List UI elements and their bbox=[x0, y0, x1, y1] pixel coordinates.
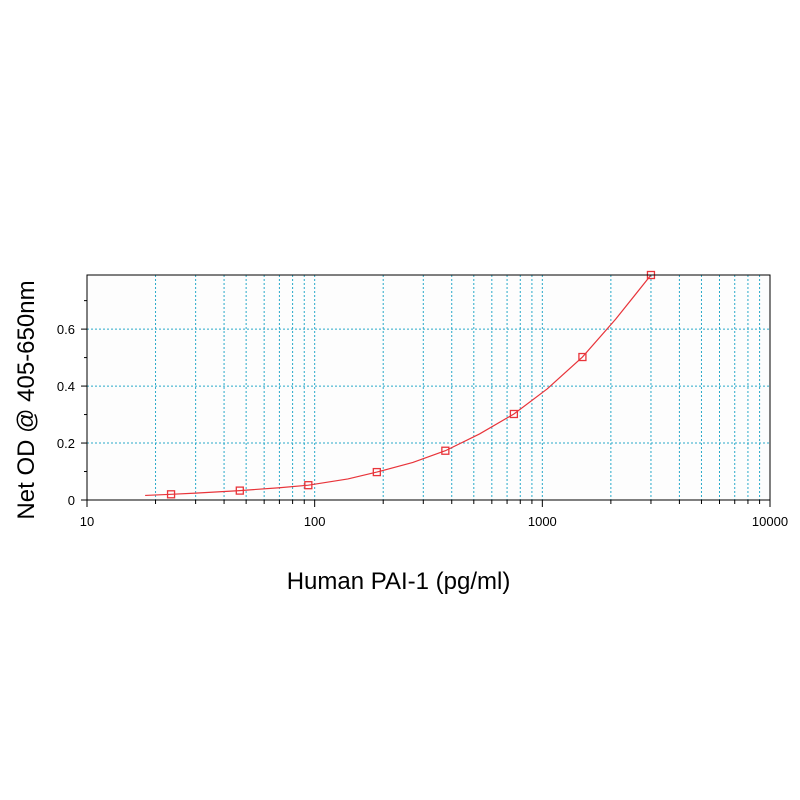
x-tick-labels: 10 100 1000 10000 bbox=[80, 514, 788, 529]
data-point bbox=[441, 446, 450, 455]
y-tick-label: 0 bbox=[68, 493, 75, 508]
x-tick-label: 10 bbox=[80, 514, 94, 529]
data-point bbox=[235, 486, 244, 495]
fit-curve-line bbox=[145, 274, 652, 497]
data-point bbox=[166, 490, 176, 499]
y-tick-label: 0.2 bbox=[57, 436, 75, 451]
x-axis-title: Human PAI-1 (pg/ml) bbox=[287, 568, 511, 595]
y-tick-label: 0.6 bbox=[57, 322, 75, 337]
data-point bbox=[304, 481, 313, 490]
plot-frame bbox=[86, 274, 771, 501]
data-points bbox=[166, 270, 656, 499]
data-point bbox=[578, 352, 587, 362]
y-tick-label: 0.4 bbox=[57, 379, 75, 394]
y-tick-labels: 0 0.2 0.4 0.6 bbox=[57, 322, 75, 508]
y-axis-title: Net OD @ 405-650nm bbox=[13, 280, 40, 519]
x-tick-label: 100 bbox=[304, 514, 326, 529]
grid-lines bbox=[87, 275, 770, 500]
data-point bbox=[372, 467, 381, 477]
data-point bbox=[509, 409, 519, 419]
x-tick-label: 1000 bbox=[528, 514, 557, 529]
axis-ticks bbox=[81, 300, 771, 507]
plot-area bbox=[87, 275, 770, 500]
x-tick-label: 10000 bbox=[752, 514, 788, 529]
